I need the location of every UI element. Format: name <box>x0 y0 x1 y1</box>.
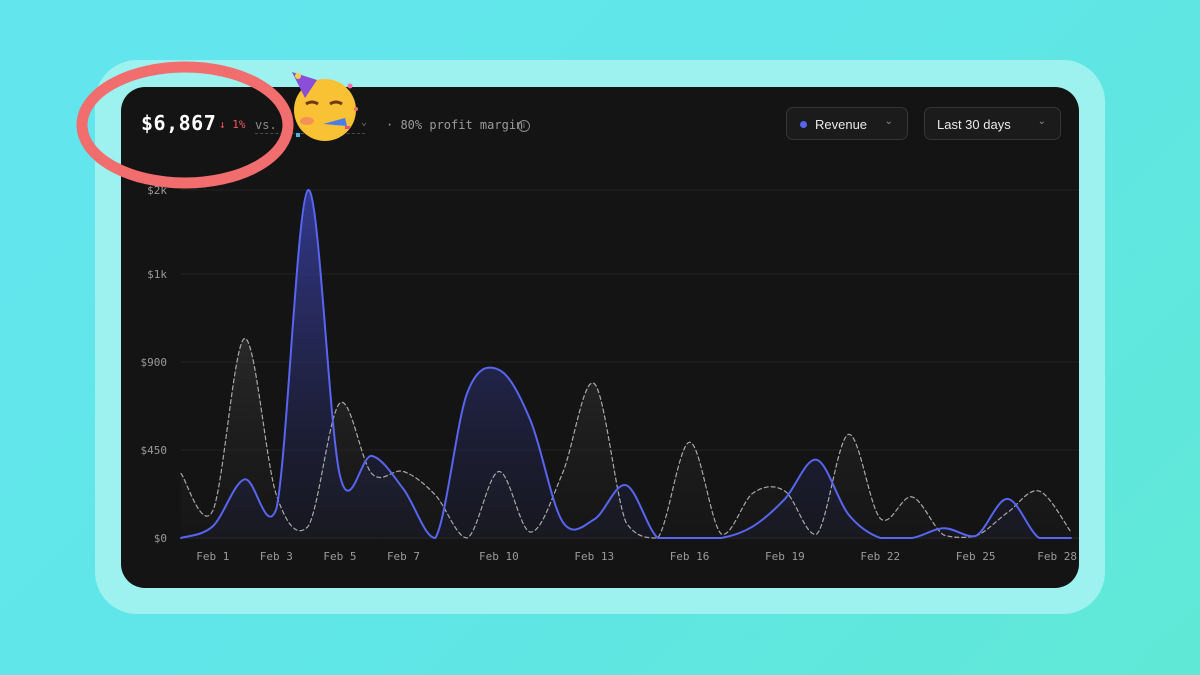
series-select-button[interactable]: Revenue ⌄ <box>786 107 908 140</box>
x-tick-label: Feb 5 <box>323 550 356 563</box>
series-color-dot <box>800 121 807 128</box>
previous-period-line <box>180 337 1072 539</box>
info-icon[interactable]: i <box>518 120 530 132</box>
date-range-label: Last 30 days <box>937 117 1011 132</box>
x-tick-label: Feb 7 <box>387 550 420 563</box>
x-tick-label: Feb 22 <box>860 550 900 563</box>
y-tick-label: $1k <box>147 268 167 281</box>
y-tick-label: $450 <box>141 444 168 457</box>
revenue-card: $6,867 ↓ 1% vs. ⌄ · 80% profit margin i … <box>121 87 1079 588</box>
revenue-chart: $0 $450 $900 $1k $2k Feb 1 Feb 3 Feb 5 Feb 7 Feb… <box>141 184 1079 563</box>
x-tick-label: Feb 1 <box>196 550 229 563</box>
x-tick-label: Feb 13 <box>574 550 614 563</box>
y-tick-label: $900 <box>141 356 168 369</box>
profit-margin-label: · 80% profit margin <box>386 118 524 132</box>
x-tick-label: Feb 28 <box>1037 550 1077 563</box>
series-select-label: Revenue <box>815 117 868 132</box>
revenue-line <box>180 188 1072 539</box>
chevron-down-icon: ⌄ <box>884 116 893 127</box>
chevron-down-icon: ⌄ <box>1037 116 1046 127</box>
x-tick-label: Feb 10 <box>479 550 519 563</box>
date-range-button[interactable]: Last 30 days ⌄ <box>924 107 1061 140</box>
y-tick-label: $0 <box>154 532 167 545</box>
x-tick-label: Feb 19 <box>765 550 805 563</box>
x-tick-label: Feb 25 <box>956 550 996 563</box>
chevron-down-icon[interactable]: ⌄ <box>361 117 368 128</box>
x-tick-label: Feb 3 <box>260 550 293 563</box>
x-tick-label: Feb 16 <box>670 550 710 563</box>
y-tick-label: $2k <box>147 184 167 197</box>
